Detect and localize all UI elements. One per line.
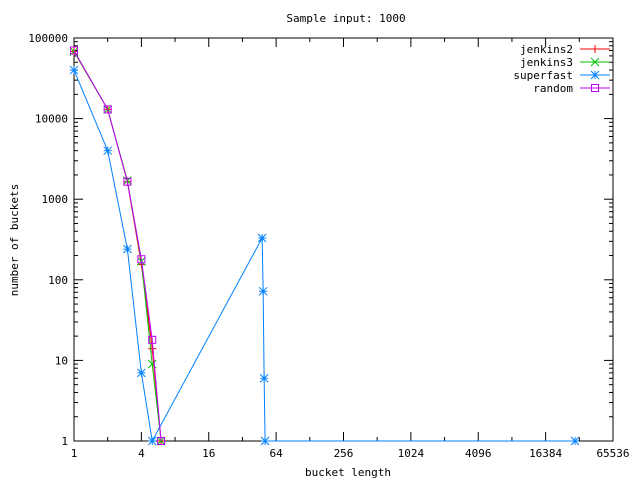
legend-item-jenkins2: jenkins2 (520, 43, 610, 56)
data-point-random (157, 437, 166, 445)
x-tick-label: 1 (71, 447, 78, 460)
y-axis-title: number of buckets (8, 184, 21, 297)
x-tick-label: 1024 (398, 447, 425, 460)
series-layer (69, 46, 580, 446)
legend-item-superfast: superfast (513, 69, 610, 82)
data-point-superfast (103, 146, 113, 156)
y-tick-label: 1 (61, 435, 68, 448)
data-point-superfast (123, 244, 132, 254)
chart-title: Sample input: 1000 (286, 12, 405, 25)
legend-label: jenkins3 (520, 56, 573, 69)
data-point-superfast (147, 436, 157, 446)
y-tick-label: 1000 (42, 193, 69, 206)
y-tick-label: 100 (48, 274, 68, 287)
data-point-superfast (137, 368, 146, 378)
legend-item-random: random (533, 82, 610, 95)
legend-label: jenkins2 (520, 43, 573, 56)
data-point-random (103, 105, 112, 114)
data-point-superfast (257, 233, 267, 243)
legend-label: superfast (513, 69, 573, 82)
data-point-jenkins2 (148, 344, 157, 353)
legend-swatch-marker (591, 45, 599, 53)
x-tick-label: 65536 (596, 447, 629, 460)
series-jenkins3 (69, 47, 166, 446)
y-tick-label: 10000 (35, 113, 68, 126)
x-tick-label: 256 (334, 447, 354, 460)
x-tick-label: 4096 (465, 447, 492, 460)
y-tick-label: 100000 (28, 32, 68, 45)
x-tick-label: 16 (202, 447, 215, 460)
legend-swatch-marker (591, 84, 599, 92)
legend-swatch-marker (590, 57, 600, 67)
axes: 1 4 16 64 256 1024 4096 16384 65536 1 10 100 1000 100… (28, 32, 629, 460)
series-line-superfast (73, 69, 576, 443)
data-point-random (148, 335, 157, 344)
data-point-superfast (570, 436, 580, 446)
data-point-superfast (69, 65, 79, 75)
series-random (70, 46, 166, 445)
data-point-jenkins3 (156, 436, 166, 446)
data-point-random (123, 177, 132, 186)
x-tick-label: 4 (138, 447, 145, 460)
legend-label: random (533, 82, 573, 95)
data-point-random (137, 255, 146, 264)
y-tick-label: 10 (55, 354, 68, 367)
legend-swatch-marker (590, 70, 600, 80)
data-point-superfast (258, 286, 268, 296)
x-axis-title: bucket length (305, 466, 391, 479)
series-superfast (69, 65, 580, 446)
series-line-jenkins3 (73, 51, 162, 442)
series-line-random (73, 50, 162, 442)
data-point-superfast (260, 436, 270, 446)
data-point-superfast (259, 373, 269, 383)
x-tick-label: 64 (270, 447, 284, 460)
legend-item-jenkins3: jenkins3 (520, 56, 610, 69)
series-line-jenkins2 (73, 51, 162, 442)
data-point-random (70, 46, 78, 55)
x-tick-label: 16384 (529, 447, 562, 460)
series-jenkins2 (70, 47, 166, 445)
